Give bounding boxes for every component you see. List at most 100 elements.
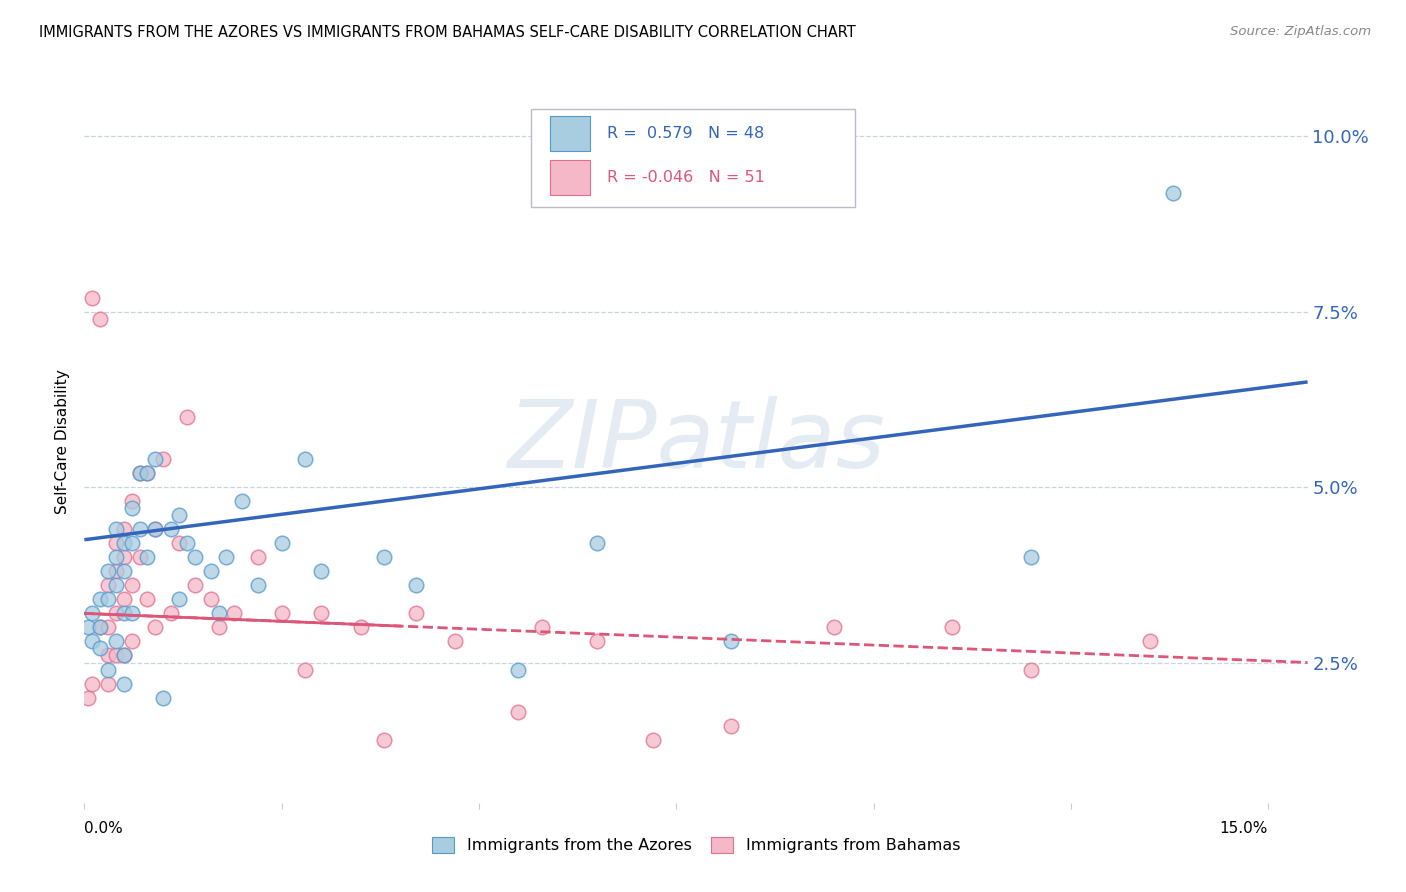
- Point: [136, 550, 159, 565]
- Point: [176, 536, 198, 550]
- Point: [112, 676, 135, 690]
- Point: [246, 578, 269, 592]
- Point: [121, 634, 143, 648]
- Point: [270, 536, 292, 550]
- Point: [97, 592, 120, 607]
- Point: [112, 607, 135, 621]
- Point: [200, 564, 222, 578]
- Point: [112, 648, 135, 663]
- Point: [586, 634, 609, 648]
- Point: [405, 607, 427, 621]
- Point: [294, 452, 316, 467]
- FancyBboxPatch shape: [550, 161, 589, 195]
- Text: 0.0%: 0.0%: [84, 822, 124, 837]
- Point: [104, 550, 127, 565]
- Text: ZIPatlas: ZIPatlas: [508, 396, 884, 487]
- Point: [1139, 634, 1161, 648]
- Point: [121, 578, 143, 592]
- Point: [128, 466, 150, 480]
- Point: [167, 536, 190, 550]
- Point: [104, 578, 127, 592]
- Point: [136, 466, 159, 480]
- Point: [77, 690, 100, 705]
- Point: [97, 620, 120, 634]
- Point: [586, 536, 609, 550]
- Point: [89, 620, 111, 634]
- Point: [373, 732, 395, 747]
- Point: [215, 550, 238, 565]
- Point: [270, 607, 292, 621]
- Point: [128, 522, 150, 536]
- Point: [128, 466, 150, 480]
- Point: [444, 634, 467, 648]
- Point: [112, 648, 135, 663]
- Point: [184, 578, 207, 592]
- Point: [104, 564, 127, 578]
- Point: [112, 550, 135, 565]
- Point: [112, 536, 135, 550]
- Point: [121, 494, 143, 508]
- Point: [309, 607, 332, 621]
- Point: [145, 522, 167, 536]
- Point: [104, 536, 127, 550]
- Point: [145, 522, 167, 536]
- FancyBboxPatch shape: [550, 117, 589, 151]
- Point: [97, 648, 120, 663]
- Point: [82, 607, 104, 621]
- Point: [128, 550, 150, 565]
- Point: [97, 578, 120, 592]
- Point: [720, 634, 742, 648]
- Point: [1163, 186, 1185, 200]
- Point: [82, 634, 104, 648]
- Point: [89, 641, 111, 656]
- Point: [97, 676, 120, 690]
- Text: R =  0.579   N = 48: R = 0.579 N = 48: [606, 127, 763, 141]
- Point: [1021, 550, 1043, 565]
- Point: [89, 620, 111, 634]
- Point: [641, 732, 664, 747]
- Point: [112, 522, 135, 536]
- Point: [104, 522, 127, 536]
- Point: [294, 663, 316, 677]
- Point: [207, 620, 229, 634]
- Point: [231, 494, 253, 508]
- Point: [405, 578, 427, 592]
- Point: [112, 564, 135, 578]
- Point: [82, 291, 104, 305]
- Text: R = -0.046   N = 51: R = -0.046 N = 51: [606, 170, 765, 186]
- Point: [167, 508, 190, 523]
- Point: [508, 663, 530, 677]
- Point: [309, 564, 332, 578]
- Point: [160, 522, 183, 536]
- Point: [77, 620, 100, 634]
- Point: [1021, 663, 1043, 677]
- Y-axis label: Self-Care Disability: Self-Care Disability: [55, 369, 70, 514]
- Point: [160, 607, 183, 621]
- Point: [145, 620, 167, 634]
- Point: [104, 607, 127, 621]
- Point: [121, 536, 143, 550]
- Point: [176, 409, 198, 424]
- Point: [200, 592, 222, 607]
- Legend: Immigrants from the Azores, Immigrants from Bahamas: Immigrants from the Azores, Immigrants f…: [425, 831, 967, 860]
- Point: [349, 620, 371, 634]
- Point: [136, 466, 159, 480]
- Point: [373, 550, 395, 565]
- Point: [823, 620, 845, 634]
- Point: [89, 311, 111, 326]
- Point: [97, 663, 120, 677]
- Point: [184, 550, 207, 565]
- Point: [89, 592, 111, 607]
- Point: [224, 607, 246, 621]
- FancyBboxPatch shape: [531, 109, 855, 207]
- Point: [145, 452, 167, 467]
- Point: [246, 550, 269, 565]
- Point: [207, 607, 229, 621]
- Point: [508, 705, 530, 719]
- Text: IMMIGRANTS FROM THE AZORES VS IMMIGRANTS FROM BAHAMAS SELF-CARE DISABILITY CORRE: IMMIGRANTS FROM THE AZORES VS IMMIGRANTS…: [39, 25, 856, 40]
- Point: [152, 452, 174, 467]
- Point: [97, 564, 120, 578]
- Point: [121, 501, 143, 516]
- Point: [720, 718, 742, 732]
- Point: [941, 620, 963, 634]
